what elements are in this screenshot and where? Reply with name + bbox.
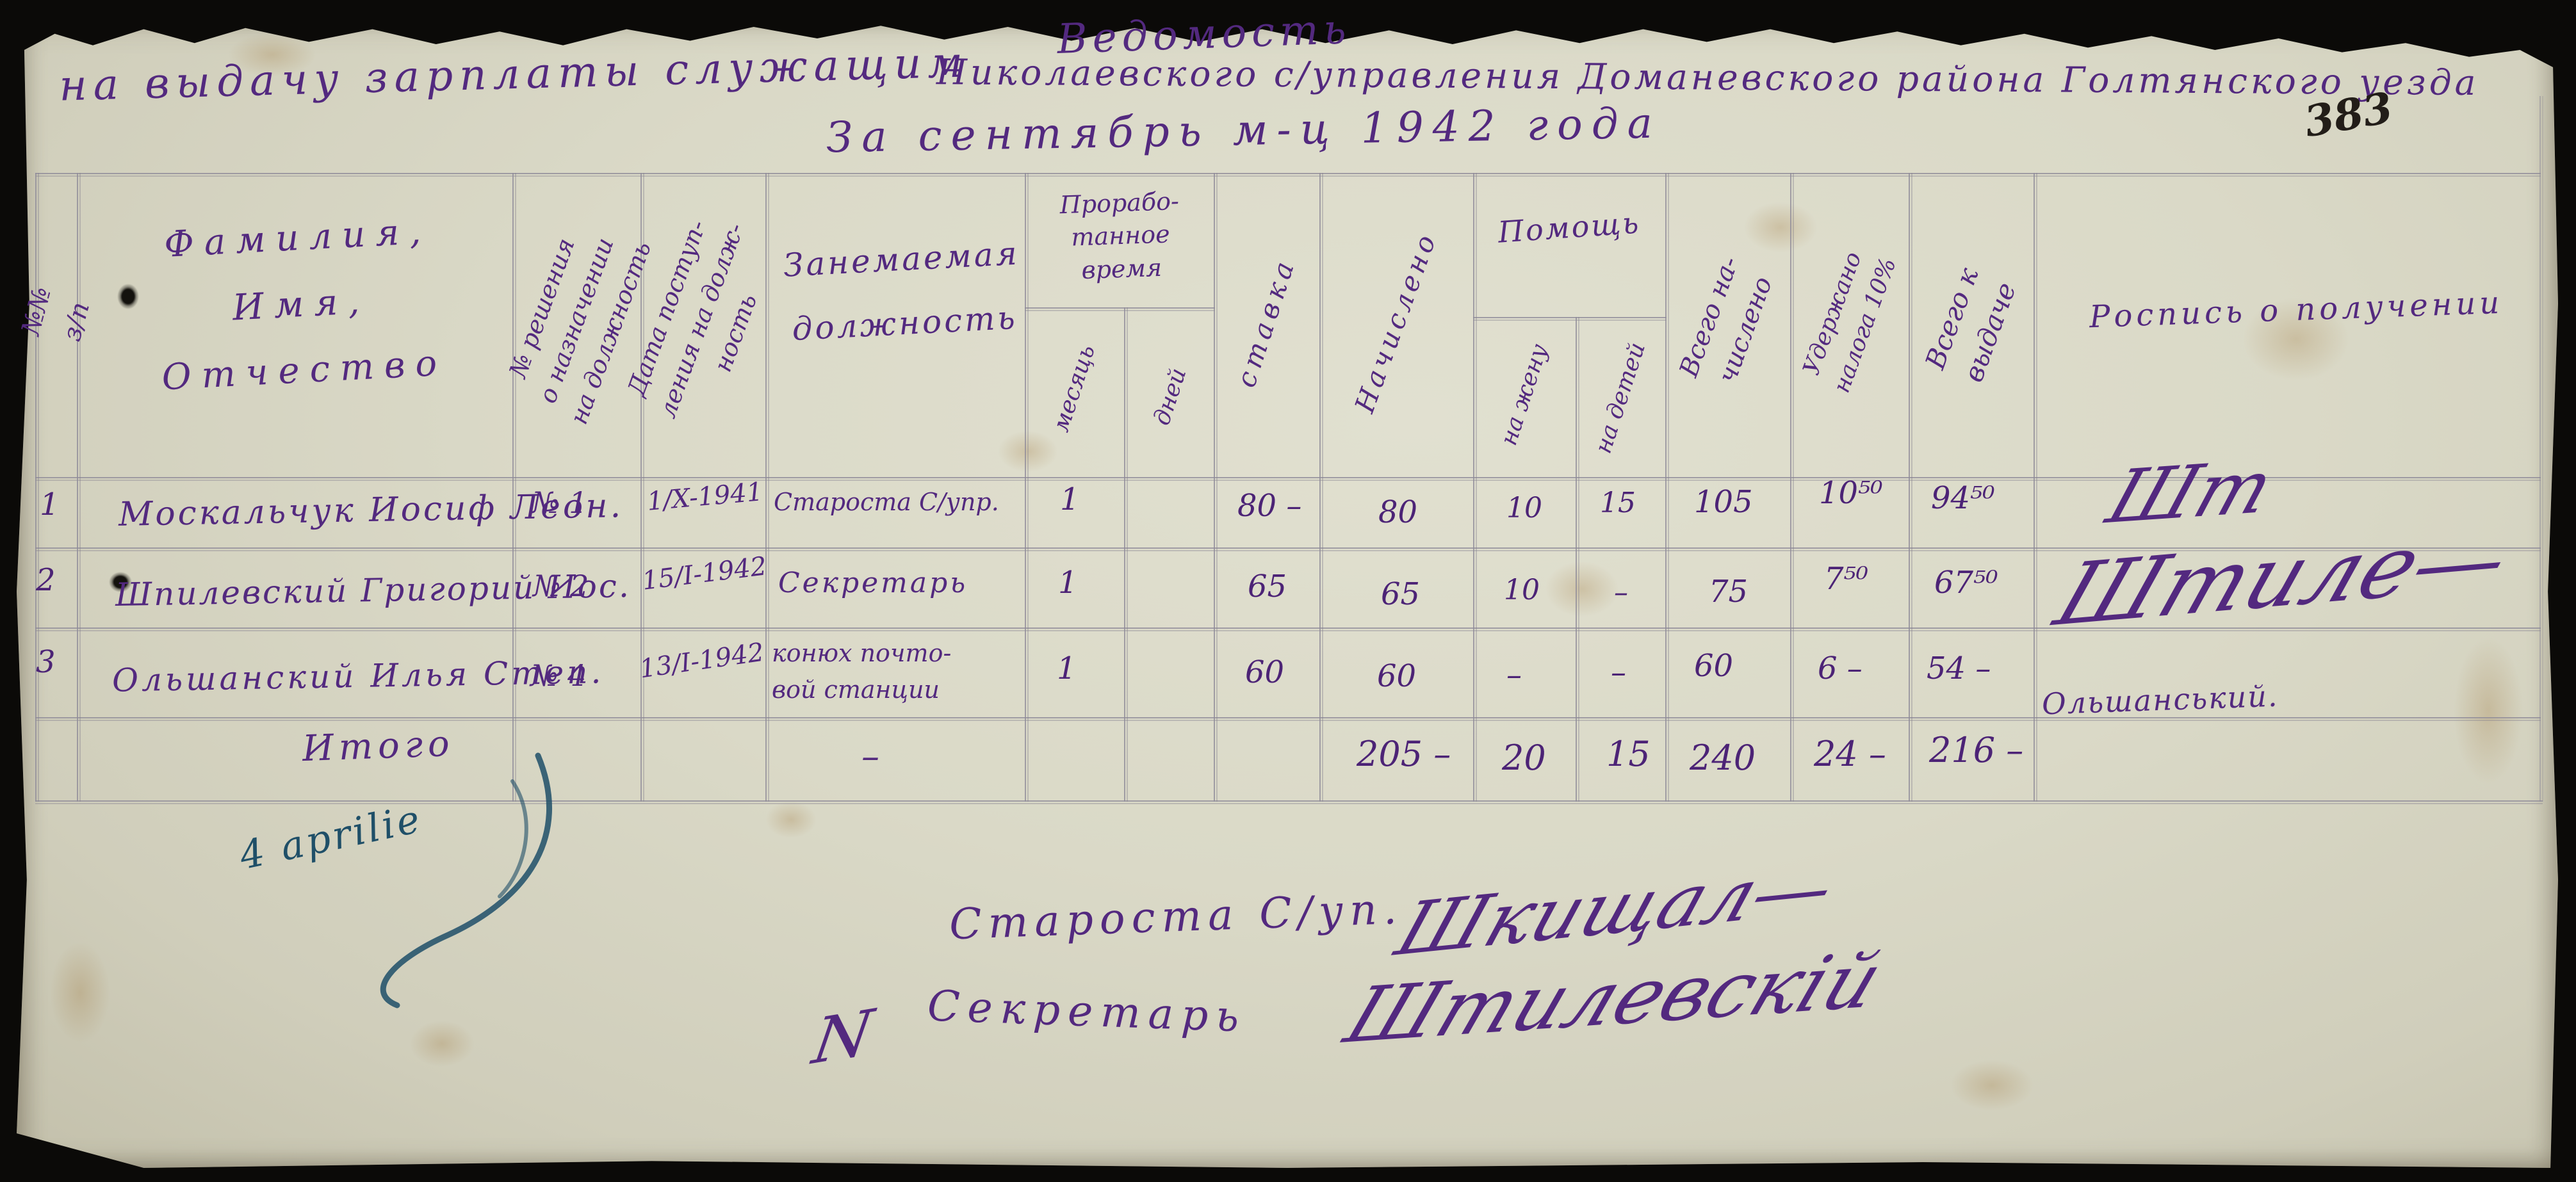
table-grid-hline	[1025, 307, 1215, 309]
paper-stain	[2222, 282, 2370, 397]
payable-cell: 54 –	[1927, 651, 1991, 686]
totals-aid-wife: 20	[1502, 738, 1546, 778]
months-cell: 1	[1060, 482, 1080, 517]
totals-aid-children: 15	[1606, 734, 1651, 774]
header-position: Занемаемая должность	[782, 234, 1021, 348]
table-grid-hline	[35, 800, 2543, 802]
paper-hole	[117, 284, 139, 309]
paper-stain	[1729, 192, 1832, 263]
receipt-signature: Шт	[2097, 444, 2284, 541]
rate-cell: 80 –	[1237, 488, 1302, 524]
paper-stain	[1531, 551, 1633, 627]
total-accrued-cell: 75	[1709, 574, 1749, 610]
payable-cell: 67⁵⁰	[1934, 565, 1998, 601]
aid-wife-cell: –	[1506, 657, 1522, 693]
table-grid-hline	[35, 173, 2541, 174]
totals-payable: 216 –	[1929, 730, 2024, 770]
totals-position-dash: –	[861, 736, 879, 777]
tax-cell: 10⁵⁰	[1819, 475, 1883, 511]
decision-number-cell: № 2	[533, 569, 589, 603]
paper-stain	[986, 423, 1070, 480]
decision-number-cell: № 4	[530, 658, 587, 693]
tax-cell: 6 –	[1818, 651, 1863, 686]
accrued-cell: 60	[1377, 658, 1417, 694]
aid-children-cell: 15	[1600, 487, 1636, 519]
table-grid-vline	[1473, 173, 1474, 802]
paper-stain	[38, 922, 122, 1063]
months-cell: 1	[1057, 651, 1077, 686]
months-cell: 1	[1058, 565, 1078, 601]
totals-accrued: 205 –	[1357, 734, 1451, 774]
table-grid-hline	[35, 627, 2541, 629]
paper-stain	[211, 24, 333, 85]
row-number: 3	[36, 644, 56, 680]
total-accrued-cell: 105	[1694, 484, 1753, 520]
table-grid-hline	[1473, 317, 1667, 318]
table-grid-vline	[512, 173, 514, 802]
row-number: 2	[36, 562, 56, 598]
document-paper	[17, 26, 2558, 1168]
decision-number-cell: № 1	[532, 485, 588, 520]
table-grid-vline	[2034, 173, 2035, 802]
accrued-cell: 80	[1378, 494, 1418, 530]
table-grid-vline	[77, 173, 78, 802]
table-grid-vline	[1319, 173, 1321, 802]
table-grid-vline	[1909, 173, 1910, 802]
aid-wife-cell: 10	[1504, 574, 1540, 606]
table-grid-vline	[35, 173, 37, 802]
aid-children-cell: –	[1614, 576, 1628, 609]
header-worked-time: Прорабо- танное время	[1059, 186, 1180, 284]
rate-cell: 60	[1245, 654, 1285, 690]
total-accrued-cell: 60	[1694, 648, 1734, 684]
table-grid-vline	[1124, 307, 1125, 802]
rate-cell: 65	[1248, 569, 1287, 604]
paper-stain	[756, 794, 826, 845]
accrued-cell: 65	[1381, 576, 1421, 612]
paper-stain	[2440, 608, 2536, 813]
table-grid-vline	[1790, 173, 1791, 802]
aid-children-cell: –	[1611, 654, 1626, 690]
table-grid-vline	[765, 173, 767, 802]
aid-wife-cell: 10	[1506, 492, 1542, 524]
tax-cell: 7⁵⁰	[1824, 561, 1869, 597]
table-grid-vline	[2539, 96, 2541, 802]
position-cell: Староста С/упр.	[774, 488, 999, 516]
paper-stain	[397, 1012, 487, 1076]
payable-cell: 94⁵⁰	[1931, 480, 1995, 516]
blue-flourish-stroke	[380, 752, 552, 1008]
table-grid-vline	[640, 173, 642, 802]
table-grid-hline	[35, 547, 2541, 549]
header-full-name: Фамилия, Имя, Отчество	[161, 210, 448, 399]
position-cell: Секретарь	[778, 567, 968, 599]
table-grid-vline	[1025, 173, 1026, 802]
table-grid-vline	[1214, 173, 1215, 802]
paper-stain	[1934, 1050, 2050, 1121]
row-number: 1	[40, 487, 60, 522]
totals-total-accrued: 240	[1690, 738, 1756, 778]
table-grid-vline	[1665, 173, 1667, 802]
position-cell: конюх почто- вой станции	[772, 639, 952, 704]
table-grid-hline	[35, 477, 2541, 478]
table-grid-vline	[1576, 317, 1577, 802]
paper-hole	[109, 572, 132, 592]
table-grid-hline	[35, 717, 2541, 718]
totals-tax: 24 –	[1814, 734, 1886, 774]
